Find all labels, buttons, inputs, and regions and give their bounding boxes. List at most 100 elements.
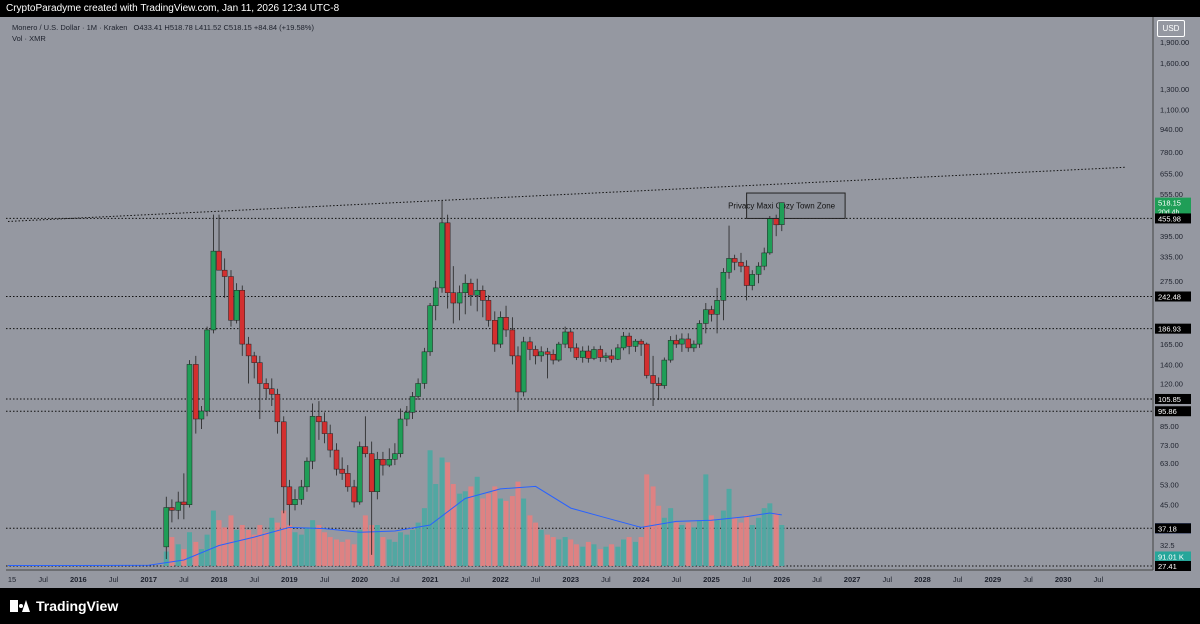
volume-bar xyxy=(533,522,539,566)
candle xyxy=(527,336,533,361)
candle xyxy=(397,408,404,458)
candle-body xyxy=(643,343,650,376)
symbol-label: Monero / U.S. Dollar · 1M · Kraken xyxy=(12,23,128,32)
volume-bar xyxy=(374,525,380,566)
candle-body xyxy=(620,335,627,349)
candle-body xyxy=(550,353,556,361)
volume-bar xyxy=(580,546,586,566)
price-tick-label: 940.00 xyxy=(1160,125,1183,134)
volume-bar xyxy=(492,486,498,566)
candle-body xyxy=(480,290,486,301)
candle-body xyxy=(228,276,234,321)
candle xyxy=(298,479,305,505)
candle xyxy=(415,378,421,400)
candle xyxy=(731,254,738,271)
volume-bar xyxy=(239,525,245,566)
volume-bar xyxy=(480,498,486,566)
candle xyxy=(538,346,544,362)
volume-bar xyxy=(650,486,656,566)
ohlc-values: O433.41 H518.78 L411.52 C518.15 +84.84 (… xyxy=(133,23,314,32)
volume-bar xyxy=(621,539,627,566)
candle-body xyxy=(708,309,715,315)
volume-bar xyxy=(773,512,779,566)
volume-bar xyxy=(269,517,275,566)
candle xyxy=(186,360,193,508)
time-tick-label: Jul xyxy=(1023,575,1033,584)
time-tick-label: Jul xyxy=(601,575,611,584)
candle xyxy=(309,403,316,470)
candle-body xyxy=(181,501,187,505)
volume-bar xyxy=(626,537,632,566)
volume-bar xyxy=(234,529,240,566)
candle xyxy=(703,303,709,334)
volume-bar xyxy=(726,488,732,566)
price-tick-label: 53.00 xyxy=(1160,480,1179,489)
volume-bar xyxy=(181,549,187,566)
candle-body xyxy=(263,383,269,389)
candle xyxy=(743,260,750,301)
candle xyxy=(655,377,662,400)
level-lines xyxy=(6,217,1153,567)
candle-body xyxy=(415,383,421,397)
candle xyxy=(245,336,252,384)
time-tick-label: 2021 xyxy=(422,575,439,584)
candle-body xyxy=(667,340,674,361)
volume-bar xyxy=(439,457,445,566)
tradingview-brand-text: TradingView xyxy=(36,598,119,614)
candle-body xyxy=(221,269,228,277)
volume-bar xyxy=(609,544,615,566)
candle xyxy=(286,479,293,526)
candle xyxy=(643,342,650,379)
volume-bar xyxy=(527,515,533,566)
candle xyxy=(603,352,609,362)
price-tag-bg xyxy=(1155,323,1191,334)
candle-body xyxy=(404,412,410,420)
candle xyxy=(749,270,755,291)
chart-area[interactable] xyxy=(6,17,1152,570)
volume-bar xyxy=(568,539,574,566)
candle xyxy=(380,451,386,476)
volume-bar xyxy=(186,532,192,566)
time-tick-label: Jul xyxy=(812,575,822,584)
candle-body xyxy=(233,290,240,321)
candle xyxy=(269,378,275,406)
candle-body xyxy=(397,418,404,454)
volume-bar xyxy=(257,525,263,566)
currency-button[interactable]: USD xyxy=(1157,20,1185,37)
candle xyxy=(615,344,621,361)
candle-body xyxy=(492,320,498,345)
volume-bar xyxy=(691,527,697,566)
volume-bar xyxy=(515,481,521,566)
candle xyxy=(351,479,357,508)
volume-bar xyxy=(679,525,685,566)
volume-bar xyxy=(562,537,568,566)
volume-bar xyxy=(433,484,439,566)
volume-bar xyxy=(597,549,603,566)
volume-bar xyxy=(357,529,363,566)
price-axis: 1,900.00 1,600.00 1,300.00 1,100.00 940.00 78… xyxy=(1152,17,1189,571)
volume-bar xyxy=(304,527,310,566)
candle xyxy=(779,202,785,232)
volume-bar xyxy=(345,539,351,566)
volume-bar xyxy=(638,537,644,566)
candle-body xyxy=(767,218,773,254)
price-tag-bg xyxy=(1155,291,1191,302)
price-tick-label: 335.00 xyxy=(1160,253,1183,262)
candle-body xyxy=(193,364,199,420)
candle-body xyxy=(368,453,375,492)
candle xyxy=(474,278,480,312)
time-tick-label: 2028 xyxy=(914,575,931,584)
candle xyxy=(573,343,580,361)
candle xyxy=(339,457,345,480)
candle xyxy=(169,499,175,523)
candle-body xyxy=(485,300,492,321)
candle-body xyxy=(439,222,445,289)
volume-bar xyxy=(246,529,252,566)
candle-body xyxy=(351,486,357,503)
candle-body xyxy=(274,393,281,423)
candle-body xyxy=(427,305,433,353)
volume-bar xyxy=(615,546,621,566)
candle xyxy=(650,355,656,406)
